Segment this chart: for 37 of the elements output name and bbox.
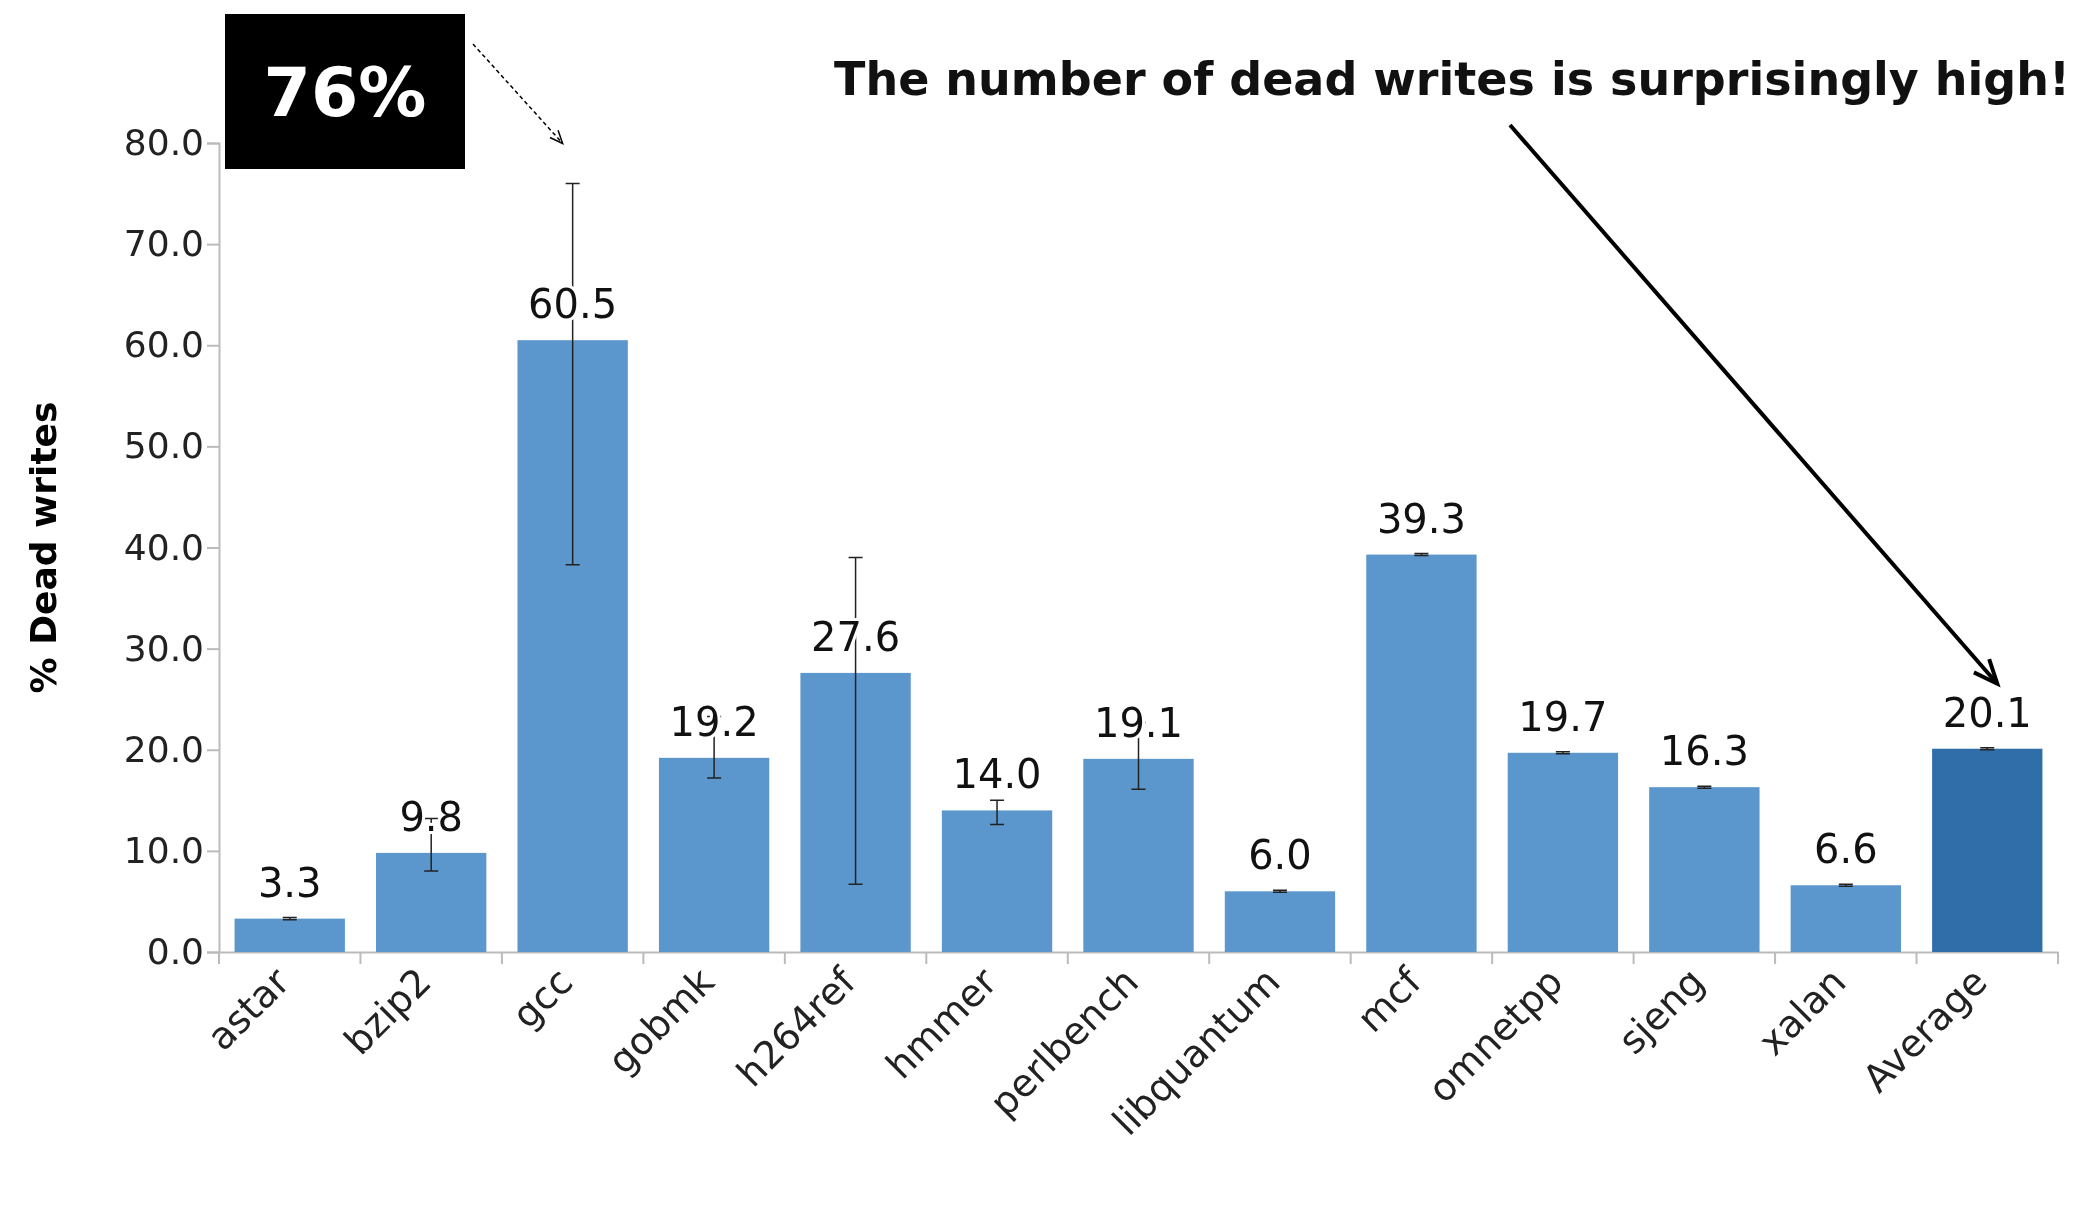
data-label: 19.7 [1518,693,1608,740]
data-label: 20.1 [1942,689,2032,736]
y-tick-label: 40.0 [123,526,204,568]
data-label: 6.6 [1814,826,1878,873]
y-tick-label: 30.0 [123,627,204,669]
text: The number of dead writes is surprisingly high! [834,52,2070,106]
data-label: 3.3 [257,859,322,906]
y-tick-label: 20.0 [123,728,204,770]
bar [234,918,345,952]
y-tick-label: 70.0 [123,223,204,265]
y-axis-title: % Dead writes [23,401,64,694]
bar [1932,748,2043,952]
x-tick-label: gcc [503,959,582,1038]
data-label: 19.1 [1093,699,1184,746]
data-label: 16.3 [1659,728,1749,775]
bar [1649,787,1760,952]
annotation: 76% [263,52,427,132]
bar [376,852,487,952]
bar [517,340,628,952]
bar [1224,891,1336,952]
bar [800,672,911,952]
bar [1083,758,1194,952]
bar [658,757,770,952]
bar [1366,554,1477,952]
data-label: 19.2 [669,698,759,745]
data-label: 14.0 [952,751,1042,798]
data-label: 6.0 [1248,832,1312,879]
bar [1507,752,1619,952]
data-label: 9.8 [399,793,463,840]
bar [941,810,1053,952]
y-tick-label: 60.0 [123,324,204,366]
data-label: 39.3 [1376,495,1466,542]
y-tick-label: 50.0 [123,425,204,467]
y-tick-label: 80.0 [123,122,204,164]
y-tick-label: 0.0 [146,931,204,973]
bar [1790,885,1901,952]
y-tick-label: 10.0 [123,829,204,871]
